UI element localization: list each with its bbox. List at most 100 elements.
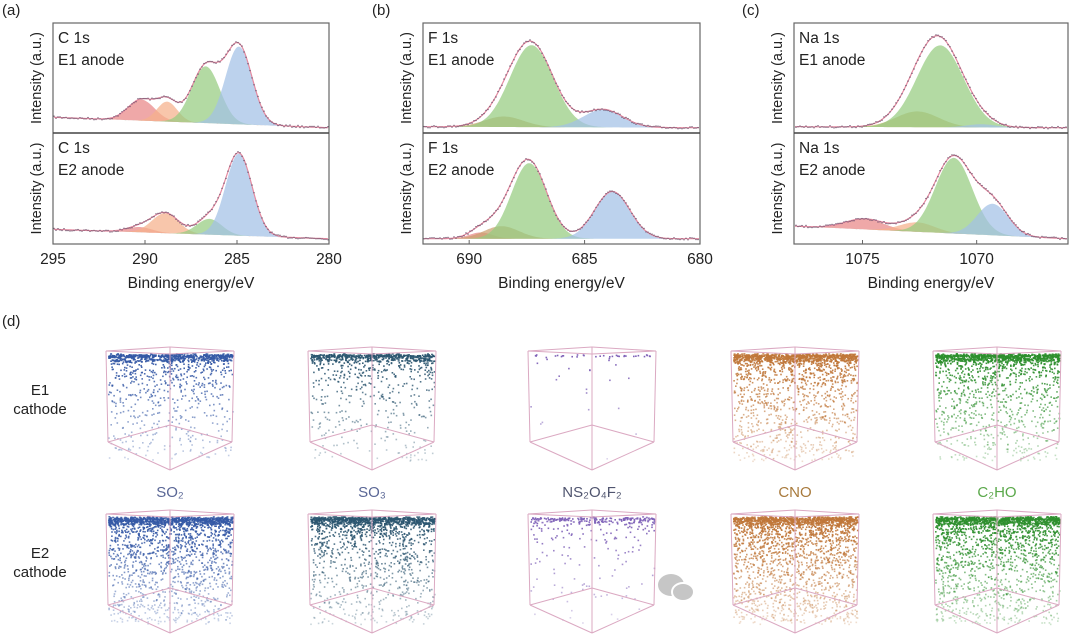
- data-point: [271, 121, 273, 123]
- species-dot: [185, 584, 188, 587]
- data-point: [325, 126, 327, 129]
- species-dot: [212, 547, 214, 549]
- species-dot: [137, 520, 139, 523]
- species-dot: [177, 580, 179, 583]
- species-dot: [108, 516, 111, 518]
- species-dot: [139, 585, 141, 587]
- species-dot: [221, 521, 224, 523]
- species-dot: [148, 522, 151, 525]
- data-point: [1021, 230, 1023, 233]
- species-dot: [132, 616, 135, 619]
- species-dot: [231, 356, 233, 359]
- species-dot: [134, 618, 137, 621]
- fitted-peak-3: [54, 218, 328, 239]
- species-dot: [372, 366, 374, 369]
- species-dot: [208, 539, 211, 542]
- species-dot: [174, 619, 176, 622]
- species-dot: [385, 369, 387, 372]
- species-dot: [195, 587, 198, 589]
- species-dot: [147, 623, 149, 625]
- species-dot: [430, 356, 433, 359]
- data-point: [1047, 128, 1049, 130]
- species-dot: [192, 353, 195, 355]
- data-point: [515, 53, 517, 56]
- species-dot: [188, 588, 191, 590]
- species-dot: [121, 583, 124, 585]
- species-dot: [185, 543, 187, 545]
- data-point: [521, 45, 523, 48]
- species-dot: [230, 552, 232, 555]
- species-dot: [385, 449, 388, 451]
- species-dot: [123, 555, 125, 558]
- species-dot: [170, 528, 172, 530]
- species-dot: [210, 531, 213, 534]
- species-dot: [197, 534, 200, 536]
- species-dot: [177, 376, 179, 379]
- species-dot: [181, 557, 183, 559]
- data-point: [585, 110, 587, 113]
- species-dot: [187, 357, 190, 359]
- species-dot: [164, 567, 166, 570]
- species-dot: [180, 612, 183, 615]
- species-dot: [394, 375, 397, 377]
- species-dot: [336, 370, 339, 373]
- species-dot: [229, 612, 232, 614]
- data-point: [829, 224, 831, 226]
- species-dot: [411, 388, 413, 391]
- species-dot: [398, 356, 401, 358]
- species-dot: [200, 451, 202, 454]
- species-dot: [215, 554, 217, 557]
- species-dot: [192, 582, 195, 584]
- species-dot: [182, 450, 184, 452]
- species-dot: [131, 550, 134, 552]
- data-point: [259, 102, 261, 104]
- species-dot: [340, 386, 342, 388]
- species-dot: [227, 550, 230, 552]
- species-dot: [385, 436, 388, 438]
- species-dot: [216, 359, 219, 361]
- data-point: [539, 173, 541, 175]
- species-dot: [130, 415, 132, 418]
- data-point: [917, 210, 919, 212]
- species-dot: [201, 583, 204, 586]
- species-dot: [139, 427, 142, 430]
- species-dot: [311, 426, 314, 428]
- species-dot: [315, 379, 317, 382]
- species-dot: [199, 400, 202, 402]
- species-dot: [144, 357, 147, 359]
- data-point: [929, 38, 931, 40]
- species-dot: [201, 604, 204, 606]
- species-dot: [149, 525, 151, 527]
- species-dot: [221, 558, 223, 561]
- species-dot: [136, 357, 139, 359]
- data-point: [885, 115, 887, 117]
- species-dot: [413, 441, 415, 444]
- species-dot: [122, 361, 125, 363]
- species-dot: [174, 354, 177, 356]
- species-dot: [334, 359, 337, 362]
- species-dot: [182, 356, 185, 358]
- species-dot: [108, 607, 110, 610]
- species-dot: [134, 556, 137, 558]
- data-point: [171, 214, 173, 216]
- subplot-sample-label: E1 anode: [428, 52, 494, 69]
- data-point: [201, 217, 203, 219]
- species-dot: [227, 366, 230, 368]
- species-dot: [424, 452, 426, 454]
- species-dot: [194, 602, 196, 604]
- species-dot: [311, 358, 313, 361]
- species-dot: [215, 383, 218, 385]
- species-dot: [221, 583, 223, 586]
- species-dot: [170, 373, 173, 375]
- data-point: [901, 93, 903, 95]
- species-dot: [166, 359, 169, 361]
- species-dot: [182, 537, 184, 539]
- species-dot: [201, 358, 204, 360]
- species-dot: [141, 411, 144, 414]
- species-dot: [357, 376, 360, 379]
- species-dot: [167, 522, 170, 524]
- data-point: [559, 89, 561, 92]
- species-dot: [124, 375, 126, 378]
- species-dot: [164, 533, 166, 535]
- species-dot: [349, 372, 351, 374]
